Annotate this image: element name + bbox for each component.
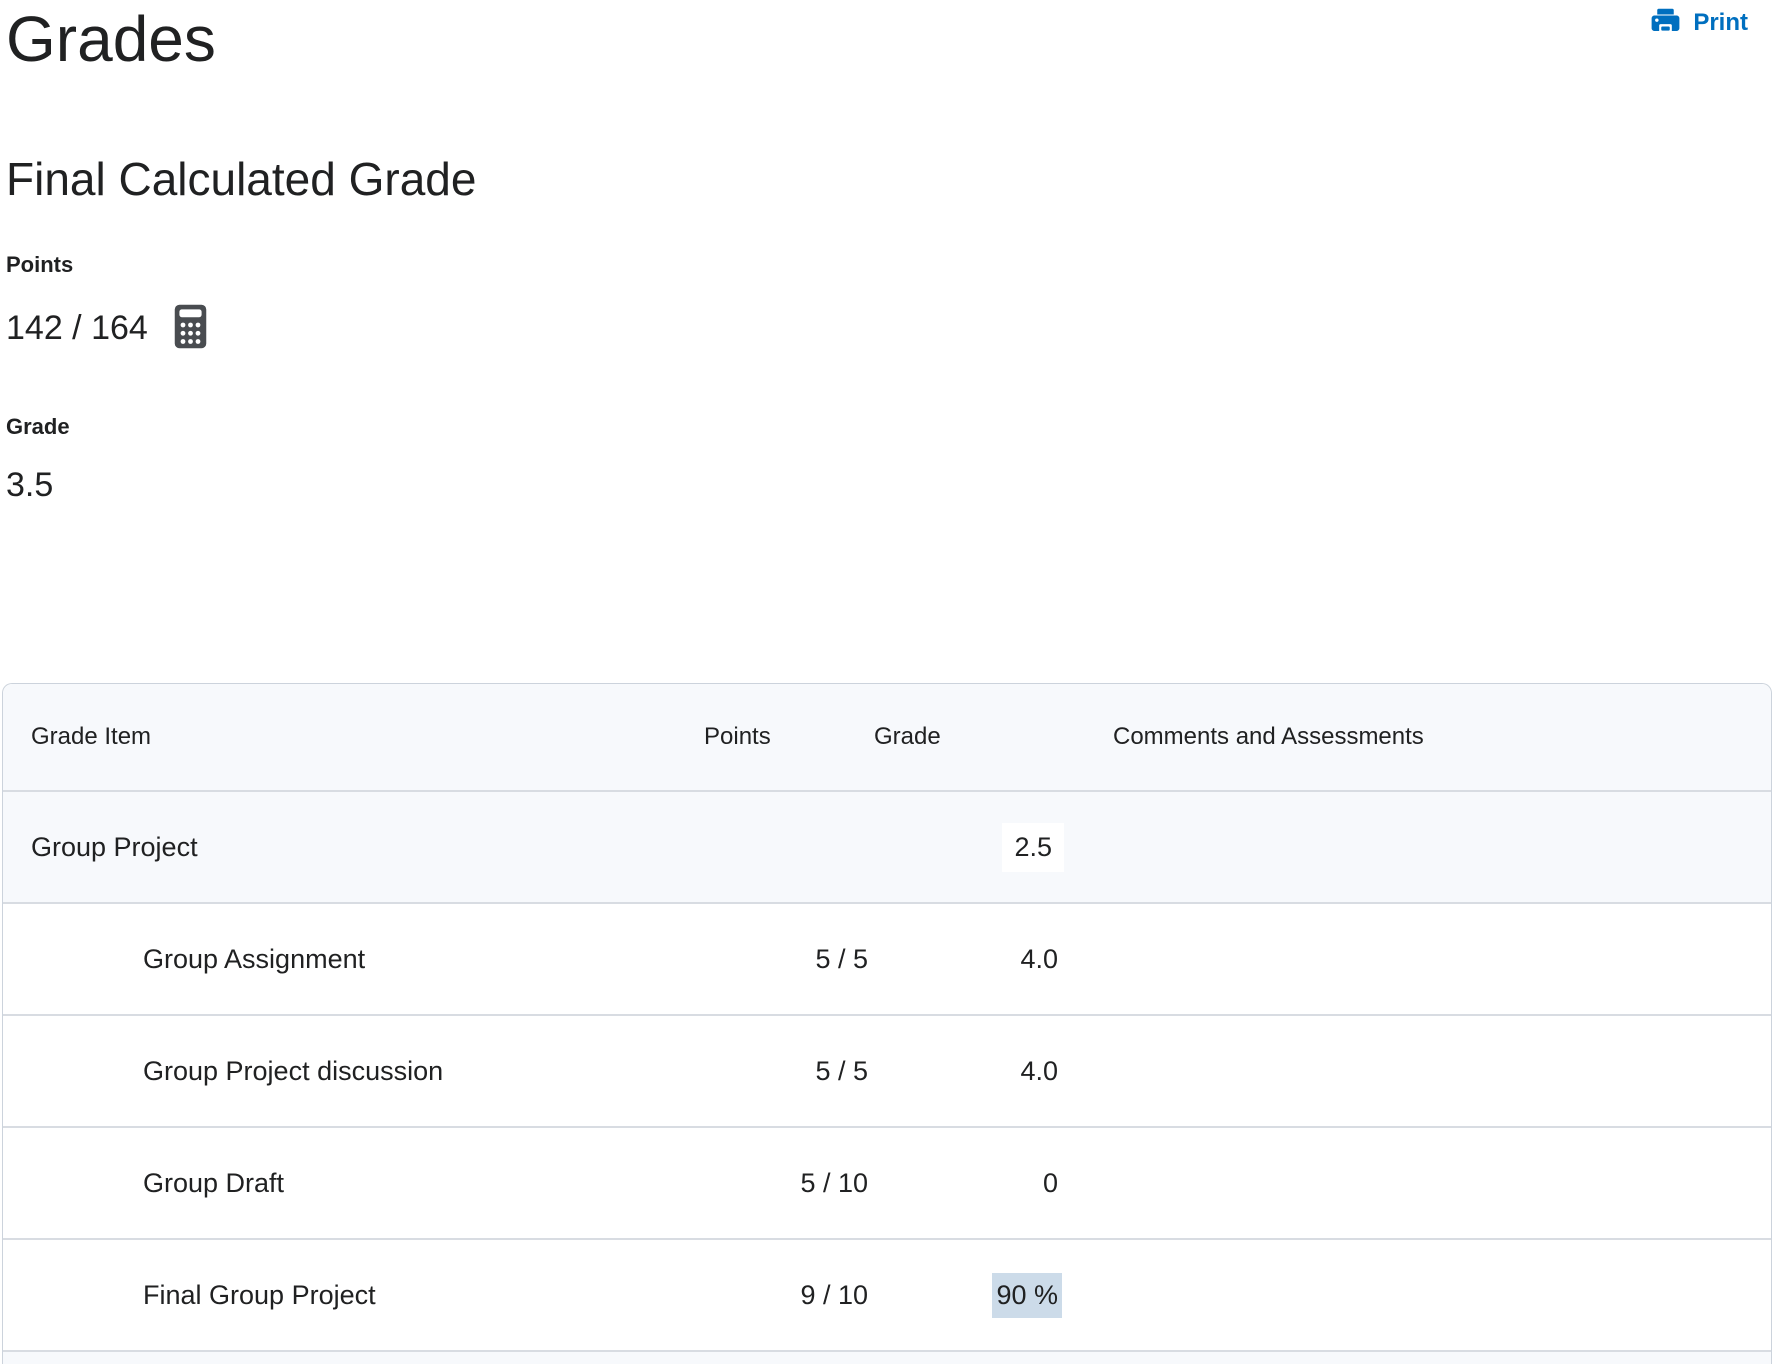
points-value: 142 / 164 <box>6 308 148 347</box>
comments-cell <box>1063 904 1771 1017</box>
table-row: Group Assignment 5 / 5 4.0 <box>3 904 1771 1017</box>
grade-item-cell: Final Group Project <box>3 1240 703 1353</box>
points-cell: 9 / 10 <box>703 1240 873 1353</box>
grade-item-name: Group Draft <box>143 1167 285 1198</box>
grade-item-name: Final Group Project <box>143 1279 376 1310</box>
print-button[interactable]: Print <box>1649 6 1748 39</box>
grade-item-name: Group Project <box>31 831 198 862</box>
grade-cell-container: 2.5 <box>873 792 1064 905</box>
comments-cell <box>1063 1128 1771 1241</box>
comments-cell <box>1063 1240 1771 1353</box>
table-row: Group Project 2.5 <box>3 792 1771 905</box>
grade-value: 3.5 <box>6 466 54 505</box>
points-cell <box>703 792 873 905</box>
grade-cell-container: 4.0 <box>873 1016 1063 1129</box>
grade-item-cell: Group Project <box>3 792 703 905</box>
points-cell: 5 / 10 <box>703 1128 873 1241</box>
table-row: Group Project discussion 5 / 5 4.0 <box>3 1016 1771 1129</box>
grade-cell-value: 90 % <box>992 1272 1062 1318</box>
points-cell: 5 / 5 <box>703 1016 873 1129</box>
grade-cell-container: 0 <box>873 1128 1063 1241</box>
grade-cell-value: 0 <box>1042 1167 1058 1198</box>
grade-item-name: Group Assignment <box>143 943 366 974</box>
grades-table: Grade Item Points Grade Comments and Ass… <box>2 683 1772 1364</box>
col-header-points: Points <box>703 684 873 793</box>
print-label: Print <box>1693 8 1748 36</box>
table-header-row: Grade Item Points Grade Comments and Ass… <box>3 684 1771 793</box>
grade-label: Grade <box>6 414 70 440</box>
points-label: Points <box>6 252 74 278</box>
points-cell: 5 / 5 <box>703 904 873 1017</box>
page-title: Grades <box>6 3 216 75</box>
comments-cell <box>1063 792 1771 905</box>
table-row-cutoff <box>3 1352 1771 1364</box>
grade-cell-value: 4.0 <box>1020 943 1058 974</box>
comments-cell <box>1063 1016 1771 1129</box>
calculator-icon[interactable] <box>174 304 207 352</box>
col-header-grade-item: Grade Item <box>3 684 703 793</box>
grade-item-cell: Group Draft <box>3 1128 703 1241</box>
col-header-comments: Comments and Assessments <box>1063 684 1771 793</box>
table-row: Final Group Project 9 / 10 90 % <box>3 1240 1771 1353</box>
grade-item-cell: Group Assignment <box>3 904 703 1017</box>
grade-cell-container: 4.0 <box>873 904 1063 1017</box>
grade-cell-value: 2.5 <box>1002 822 1064 872</box>
grade-cell-container: 90 % <box>873 1240 1063 1353</box>
grade-cell-value: 4.0 <box>1020 1055 1058 1086</box>
final-grade-heading: Final Calculated Grade <box>6 153 477 206</box>
final-grade-summary: Final Calculated Grade Points 142 / 164 <box>2 73 1772 505</box>
table-row: Group Draft 5 / 10 0 <box>3 1128 1771 1241</box>
grade-item-cell: Group Project discussion <box>3 1016 703 1129</box>
col-header-grade: Grade <box>873 684 1063 793</box>
grade-item-name: Group Project discussion <box>143 1055 444 1086</box>
printer-icon <box>1649 6 1682 39</box>
